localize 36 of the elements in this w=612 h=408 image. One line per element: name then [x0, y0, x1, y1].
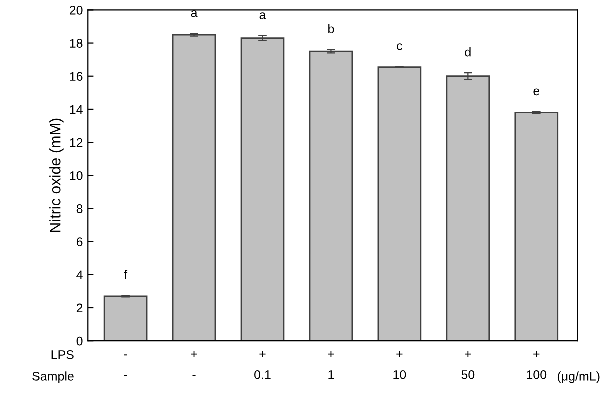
bar [446, 76, 490, 342]
annotation: a [191, 10, 198, 18]
category-label: + - [191, 351, 198, 376]
y-tick-label: 10 [70, 171, 83, 180]
y-tick-label: 6 [76, 238, 83, 246]
bar [172, 34, 216, 342]
bar [514, 112, 559, 342]
y-tick-label: 8 [76, 204, 83, 214]
bar [378, 66, 422, 342]
annotation: f [124, 270, 128, 280]
text: Sample [32, 372, 74, 384]
text: LPS [52, 350, 74, 360]
y-tick-label: 14 [70, 105, 83, 114]
y-tick-label: 18 [70, 39, 83, 48]
bar [104, 296, 148, 342]
text: (μg/mL) [558, 372, 600, 384]
x-tick-label: + 100 [527, 351, 547, 380]
annotation: a [260, 12, 266, 20]
y-tick-label: 16 [70, 72, 83, 82]
bar [309, 50, 354, 342]
y-axis-title: Nitric oxide (mM) [50, 118, 64, 232]
bar [240, 38, 285, 342]
y-tick-label: 20 [70, 6, 83, 15]
y-tick-label: 2 [76, 304, 83, 313]
x-tick-label: + 50 [462, 351, 475, 380]
x-tick-label: + 1 [328, 351, 334, 380]
category-label: - - [124, 354, 128, 376]
y-tick-label: 4 [76, 270, 83, 280]
x-tick-label: + 10 [394, 351, 406, 380]
annotation: c [397, 44, 402, 50]
y-tick-label: 12 [70, 138, 83, 148]
x-tick-label: + 0.1 [254, 351, 271, 380]
annotation: e [534, 88, 540, 96]
annotation: b [328, 24, 334, 34]
annotation: d [465, 48, 471, 57]
y-tick-label: 0 [76, 336, 83, 346]
